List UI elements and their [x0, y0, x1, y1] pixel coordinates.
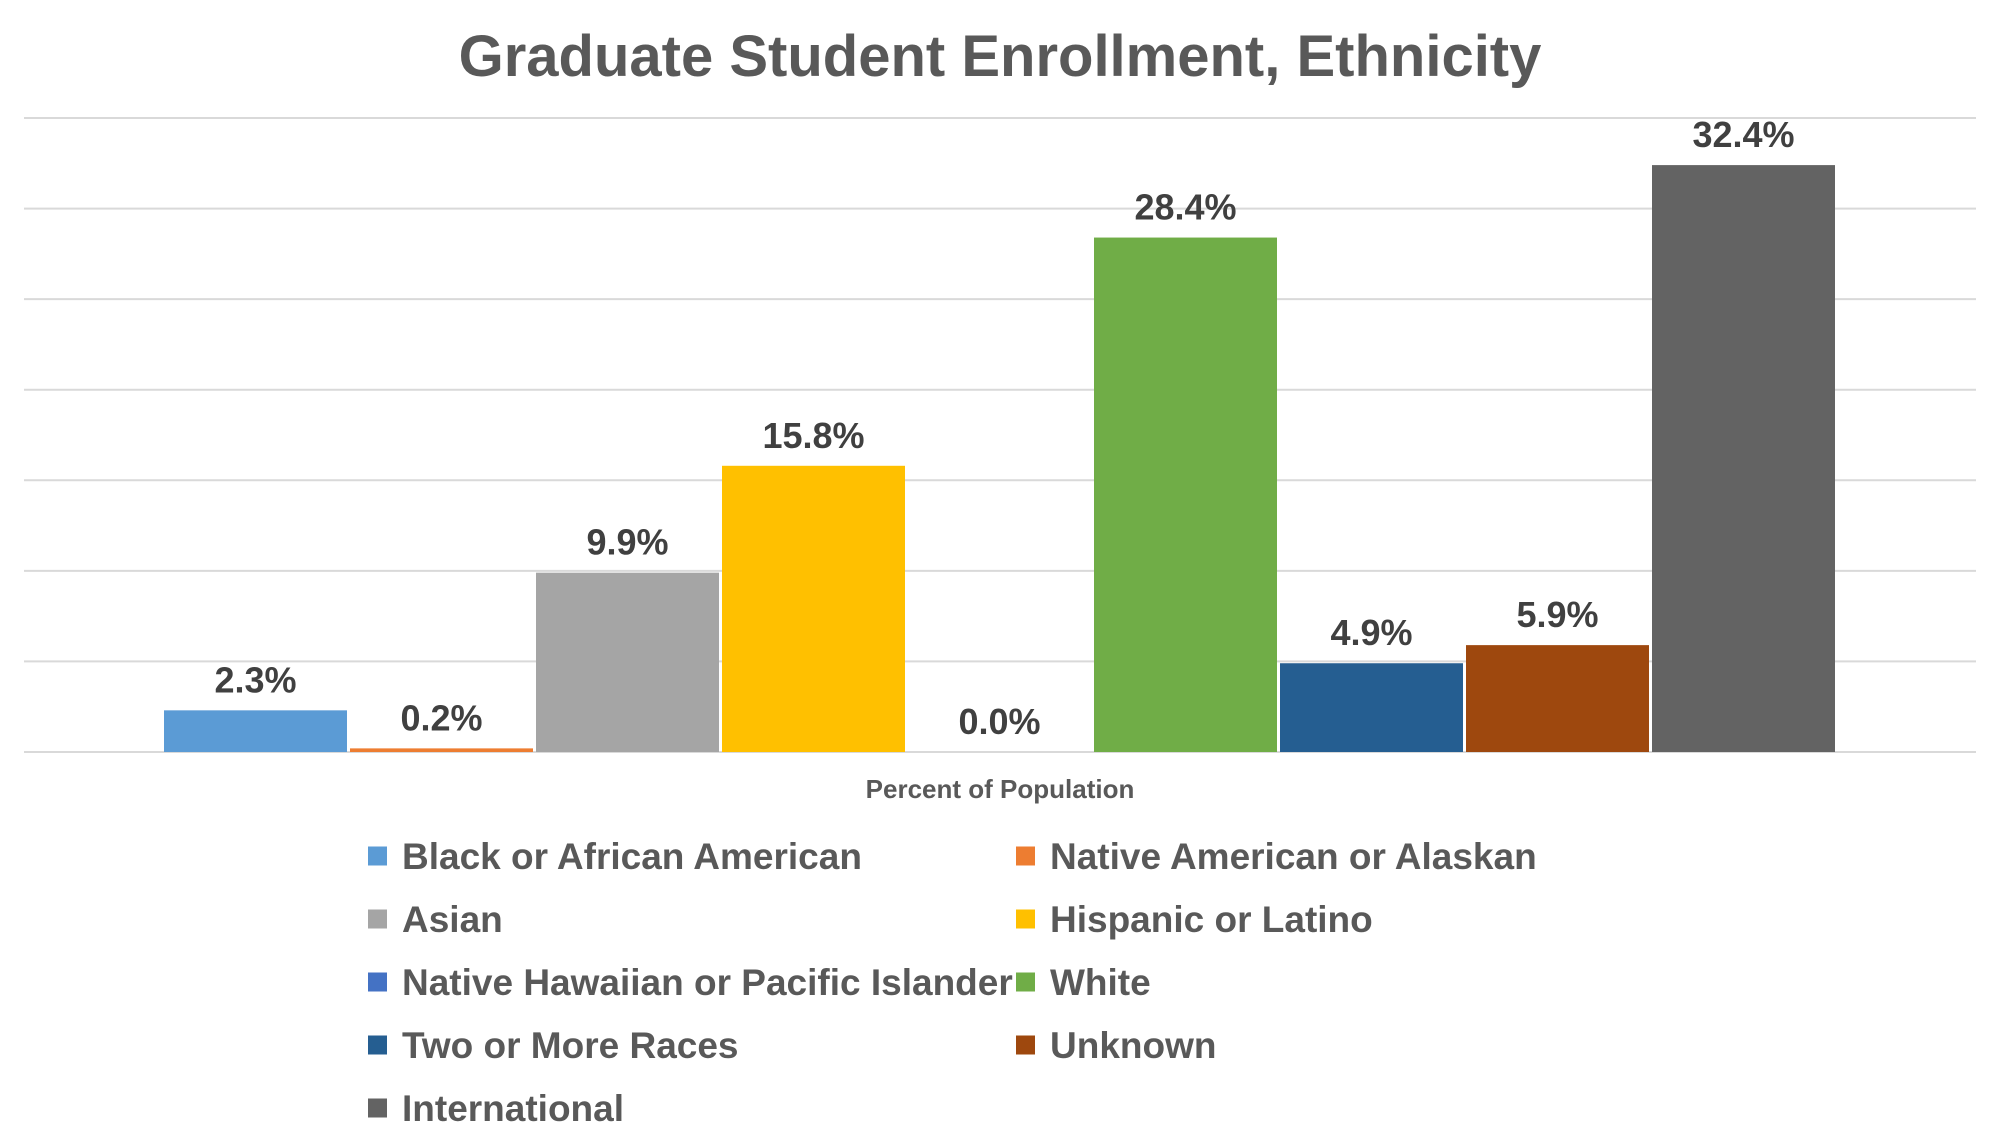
data-labels: 2.3% 0.2% 9.9% 15.8% 0.0% 28.4% 4.9% 5.9% 32.4% [214, 114, 1794, 742]
data-label: 5.9% [1516, 594, 1598, 635]
legend-item-asian: Asian [368, 899, 503, 940]
legend-swatch [368, 1035, 387, 1055]
data-label: 15.8% [762, 415, 864, 456]
legend-item-black-or-african-american: Black or African American [368, 836, 862, 877]
legend-swatch [368, 1098, 387, 1118]
legend-label: Unknown [1050, 1025, 1216, 1066]
legend-label: Two or More Races [402, 1025, 739, 1066]
bars [164, 165, 1835, 752]
legend-swatch [1016, 909, 1035, 929]
x-axis-label: Percent of Population [866, 774, 1135, 804]
bar-unknown [1466, 645, 1649, 752]
legend-item-hispanic-or-latino: Hispanic or Latino [1016, 899, 1373, 940]
bar-hispanic-or-latino [722, 465, 905, 752]
legend-label: Native Hawaiian or Pacific Islander [402, 962, 1013, 1003]
bar-native-american-or-alaskan [350, 748, 533, 752]
legend-swatch [368, 846, 387, 866]
legend-swatch [1016, 1035, 1035, 1055]
legend-item-native-american-or-alaskan: Native American or Alaskan [1016, 836, 1537, 877]
bar-white [1094, 237, 1277, 752]
legend-swatch [368, 909, 387, 929]
legend-label: Hispanic or Latino [1050, 899, 1373, 940]
legend-label: Asian [402, 899, 503, 940]
legend-item-white: White [1016, 962, 1151, 1003]
legend-label: Black or African American [402, 836, 862, 877]
bar-international [1652, 165, 1835, 752]
data-label: 4.9% [1330, 612, 1412, 653]
data-label: 28.4% [1134, 187, 1236, 228]
bar-black-or-african-american [164, 710, 347, 752]
bar-asian [536, 572, 719, 752]
chart-title: Graduate Student Enrollment, Ethnicity [459, 24, 1542, 89]
legend-label: White [1050, 962, 1151, 1003]
legend-item-two-or-more-races: Two or More Races [368, 1025, 739, 1066]
data-label: 0.0% [958, 701, 1040, 742]
legend-swatch [368, 972, 387, 992]
data-label: 9.9% [586, 522, 668, 563]
data-label: 0.2% [400, 697, 482, 738]
legend: Black or African American Native American… [368, 836, 1537, 1129]
legend-item-international: International [368, 1088, 624, 1129]
gridlines [24, 117, 1976, 663]
legend-item-unknown: Unknown [1016, 1025, 1216, 1066]
bar-two-or-more-races [1280, 663, 1463, 752]
legend-item-native-hawaiian-or-pacific-islander: Native Hawaiian or Pacific Islander [368, 962, 1013, 1003]
legend-label: International [402, 1088, 624, 1129]
data-label: 32.4% [1692, 114, 1794, 155]
legend-swatch [1016, 972, 1035, 992]
legend-swatch [1016, 846, 1035, 866]
legend-label: Native American or Alaskan [1050, 836, 1537, 877]
data-label: 2.3% [214, 659, 296, 700]
